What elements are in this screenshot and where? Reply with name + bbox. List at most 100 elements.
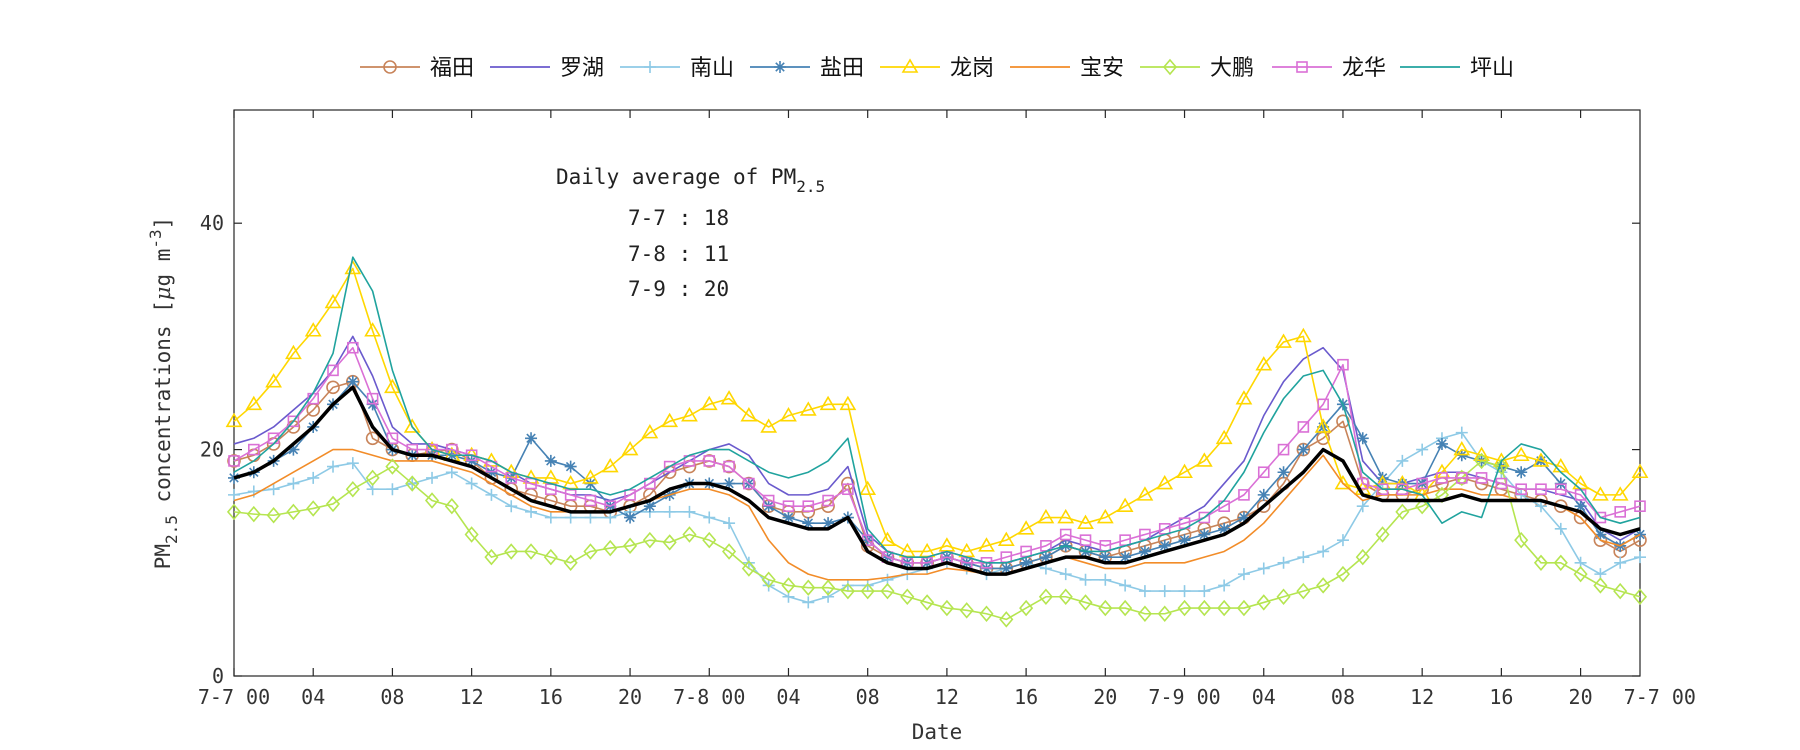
data-point-marker [743,477,755,490]
data-point-marker [1356,500,1369,513]
data-point-marker [327,460,340,473]
x-tick-label: 7-8 00 [673,685,745,709]
data-point-marker [225,412,243,428]
data-point-marker [1138,545,1151,558]
data-point-marker [424,492,440,509]
series-line [233,380,1641,570]
data-point-marker [1336,534,1349,547]
data-point-marker [663,460,676,473]
data-point-marker [898,542,916,558]
data-point-marker [286,503,301,521]
data-point-marker [1137,605,1152,622]
data-point-marker [1039,551,1052,564]
series-line [233,385,1641,576]
data-point-marker [720,390,738,405]
y-axis-label: PM2.5 concentrations [μg m-3] [146,217,181,570]
data-point-marker [1535,483,1547,496]
data-point-marker [465,477,478,490]
data-point-marker [1235,390,1253,405]
data-point-marker [227,454,241,468]
data-point-marker [1336,414,1350,429]
x-tick-label: 12 [460,685,484,709]
data-point-marker [802,500,815,513]
data-point-marker [304,322,322,337]
data-point-marker [384,378,401,394]
data-point-marker [1257,466,1270,479]
series-line [233,267,1641,553]
data-point-marker [1218,522,1231,535]
data-point-marker [1277,443,1290,456]
data-point-marker [723,460,735,473]
data-point-marker [1514,531,1529,549]
data-point-marker [1017,520,1035,535]
data-point-marker [621,441,639,456]
data-point-marker [1297,421,1310,433]
data-point-marker [624,511,637,524]
data-point-marker [266,507,281,524]
x-tick-label: 16 [1014,685,1038,709]
data-point-marker [1356,432,1369,445]
data-point-marker [307,471,320,484]
x-axis-label: Date [912,720,963,744]
data-point-marker [228,488,240,501]
legend-label: 龙华 [1342,56,1386,81]
x-tick-label: 04 [776,685,800,709]
legend-label: 罗湖 [560,56,604,81]
data-point-marker [1632,588,1648,605]
legend-item: 大鹏 [1140,56,1254,81]
series-line [233,256,1641,564]
data-point-marker [762,579,775,592]
daily-average-annotation: Daily average of PM2.5 7-7 : 18 7-8 : 11… [556,165,825,301]
data-point-marker [662,534,677,551]
data-point-marker [426,471,439,484]
data-point-marker [1296,582,1311,600]
data-point-marker [1317,545,1330,558]
data-point-marker [1554,522,1567,535]
x-tick-label: 04 [1252,685,1276,709]
data-point-marker [740,407,758,422]
data-point-marker [383,60,397,74]
data-point-marker [405,475,420,492]
data-point-marker [1314,418,1332,433]
data-point-marker [1195,452,1213,467]
data-point-marker [1037,508,1055,524]
data-point-marker [1574,500,1587,513]
data-point-marker [842,483,854,496]
data-point-marker [1078,594,1093,611]
data-point-marker [1297,443,1310,456]
data-point-marker [1098,599,1113,617]
data-point-marker [1237,568,1250,581]
data-point-marker [920,594,935,611]
x-tick-label: 12 [935,685,959,709]
data-point-marker [248,443,260,456]
data-point-marker [623,537,638,555]
data-point-marker [723,517,736,530]
data-point-marker [900,588,915,605]
data-point-marker [285,344,302,360]
data-point-marker [722,543,737,560]
data-point-marker [325,495,341,513]
data-point-marker [484,548,499,566]
data-point-marker [1257,562,1270,575]
data-point-marker [742,556,755,569]
data-point-marker [1395,503,1410,521]
y-tick-label: 20 [200,438,224,462]
data-point-marker [1631,463,1649,479]
y-tick-label: 40 [200,211,224,235]
data-point-marker [544,511,557,524]
x-tick-label: 08 [1331,685,1355,709]
data-point-marker [1436,472,1448,484]
data-point-marker [1236,599,1251,617]
data-point-marker [1532,452,1550,467]
series-mean [233,385,1641,576]
data-point-marker [1119,551,1132,564]
data-point-marker [999,611,1014,628]
data-point-marker [802,596,815,609]
data-point-marker [523,543,539,560]
plot-area-frame [233,109,1641,677]
data-point-marker [1157,605,1172,622]
data-point-marker [1494,458,1509,475]
series-line [233,380,1641,570]
data-point-marker [1454,469,1469,487]
x-tick-label: 7-9 00 [1148,685,1220,709]
